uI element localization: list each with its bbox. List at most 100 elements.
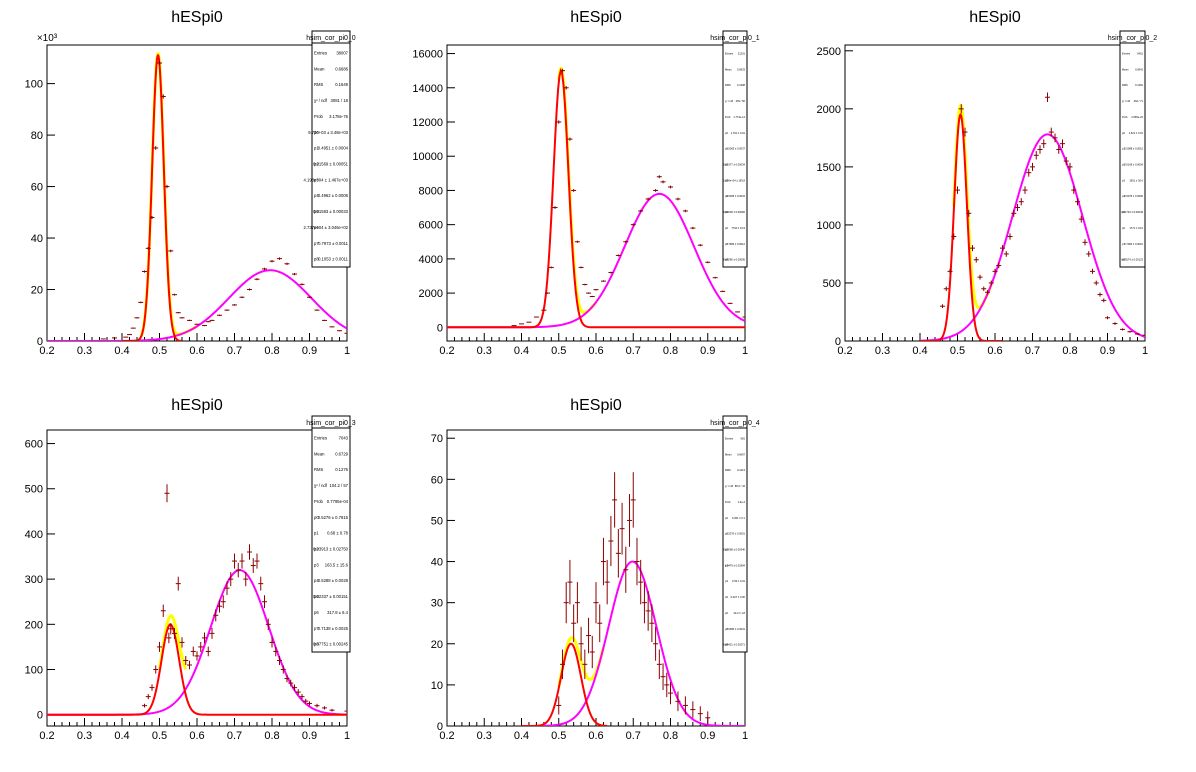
stats-row-label: p1 — [1122, 147, 1125, 151]
stats-row-value: 463 / 56 — [736, 99, 746, 103]
x-tick-label: 1 — [1142, 345, 1148, 357]
data-point — [1112, 322, 1118, 325]
stats-row-value: 7794 ± 61.9 — [731, 226, 745, 230]
data-point — [307, 296, 312, 299]
x-tick-label: 0.8 — [663, 345, 678, 357]
stats-row-value: 0.7138 ± 0.0025 — [318, 626, 349, 631]
data-point — [660, 663, 666, 691]
data-point — [985, 290, 990, 295]
data-point — [533, 316, 539, 318]
stats-row-label: p4 — [725, 194, 728, 198]
data-point — [559, 649, 565, 680]
stats-row-value: 0.1053 ± 0.0011 — [318, 257, 349, 262]
data-point — [690, 226, 696, 230]
data-point — [138, 301, 144, 304]
data-point — [1011, 209, 1017, 217]
data-point — [284, 674, 290, 683]
stats-row-label: p3 — [725, 563, 728, 567]
stats-row-label: p8 — [314, 642, 319, 647]
chart-panel-3: hESpi0 0.2 0.3 0.4 0.5 0.6 0.7 0.8 0.9 1 0 100 200 30… — [25, 397, 356, 742]
data-point — [578, 266, 584, 269]
data-point — [649, 604, 655, 643]
data-point — [277, 655, 282, 665]
y-tick-label: 20 — [31, 285, 43, 297]
x-tick-label: 0.5 — [551, 345, 566, 357]
stats-row-value: 1.791 ± 0.01 — [731, 131, 746, 135]
x-tick-label: 1 — [344, 345, 350, 357]
stats-row-label: p7 — [314, 626, 319, 631]
x-tick-label: 0.8 — [264, 730, 279, 742]
chart-title: hESpi0 — [171, 397, 223, 414]
x-tick-label: 0.2 — [439, 730, 454, 742]
data-point — [623, 240, 629, 243]
data-point — [1048, 127, 1054, 137]
y-tick-label: 400 — [25, 529, 43, 541]
x-tick-label: 0.6 — [588, 345, 603, 357]
data-point — [168, 249, 174, 253]
x-tick-label: 0.7 — [227, 345, 242, 357]
data-point — [164, 484, 170, 503]
stats-row-label: Entries — [314, 51, 327, 56]
data-point — [653, 626, 659, 661]
stats-box: hsim_cor_pi0_4 Entries 681 Mean 0.6697 RMS 0.1… — [710, 415, 760, 653]
data-point — [235, 562, 241, 578]
data-point — [258, 576, 264, 591]
data-point — [1007, 233, 1013, 240]
data-point — [1063, 156, 1069, 166]
data-point — [600, 280, 606, 282]
stats-row-label: p5 — [314, 209, 319, 214]
stats-row-value: 0.051 ± 0.1 — [732, 516, 746, 520]
data-point — [172, 293, 177, 296]
data-point — [187, 660, 192, 670]
stats-row-label: p4 — [314, 578, 319, 583]
x-tick-label: 0.3 — [477, 730, 492, 742]
stats-row-label: Entries — [725, 52, 734, 56]
stats-row-label: p1 — [725, 147, 728, 151]
data-point — [1142, 334, 1145, 336]
y-tick-label: 50 — [431, 515, 443, 527]
stats-row-value: 0.4951 ± 0.0004 — [318, 146, 349, 151]
data-point — [578, 626, 584, 661]
data-point — [145, 247, 151, 250]
stats-box-title: hsim_cor_pi0_3 — [306, 420, 356, 427]
data-point — [1097, 292, 1103, 297]
data-point — [1120, 328, 1125, 331]
x-tick-label: 0.2 — [39, 730, 54, 742]
y-tick-label: 60 — [31, 182, 43, 194]
data-point — [1078, 215, 1084, 223]
data-point — [615, 254, 621, 257]
data-point — [168, 623, 174, 635]
y-tick-label: 10 — [431, 680, 443, 692]
x-tick-label: 1 — [742, 730, 748, 742]
y-tick-label: 1500 — [817, 162, 841, 174]
signal-fit-curve — [122, 53, 183, 341]
data-point — [608, 271, 614, 274]
data-point — [224, 581, 230, 595]
y-tick-label: 200 — [25, 619, 43, 631]
data-point — [145, 694, 151, 700]
data-point — [1045, 92, 1050, 103]
x-tick-label: 0.4 — [912, 345, 927, 357]
stats-row-value: 0.02698 ± 0.00340 — [723, 548, 745, 552]
data-point — [265, 618, 271, 631]
stats-row-value: 0.1281 — [1135, 83, 1143, 87]
data-point — [630, 223, 636, 226]
data-point — [705, 261, 711, 264]
stats-row-value: 0.6686 — [335, 66, 348, 71]
stats-row-value: 0.5088 ± 0.0015 — [1124, 147, 1143, 151]
plot-area — [47, 52, 347, 341]
x-tick-label: 0.3 — [77, 345, 92, 357]
stats-row-label: p7 — [314, 241, 319, 246]
x-tick-label: 0.5 — [551, 730, 566, 742]
data-point — [224, 309, 230, 311]
plot-frame — [446, 429, 746, 727]
data-point — [160, 94, 166, 99]
stats-row-value: 1771 ± 24.0 — [1129, 226, 1143, 230]
stats-box-frame — [311, 30, 351, 268]
stats-row-value: 1.500e+04 ± 183.8 — [723, 178, 745, 182]
stats-row-value: 681 — [741, 437, 746, 441]
data-point — [307, 701, 312, 706]
stats-row-value: 0.02337 ± 0.00151 — [313, 594, 349, 599]
data-point — [675, 691, 681, 712]
stats-row-label: p1 — [314, 146, 319, 151]
